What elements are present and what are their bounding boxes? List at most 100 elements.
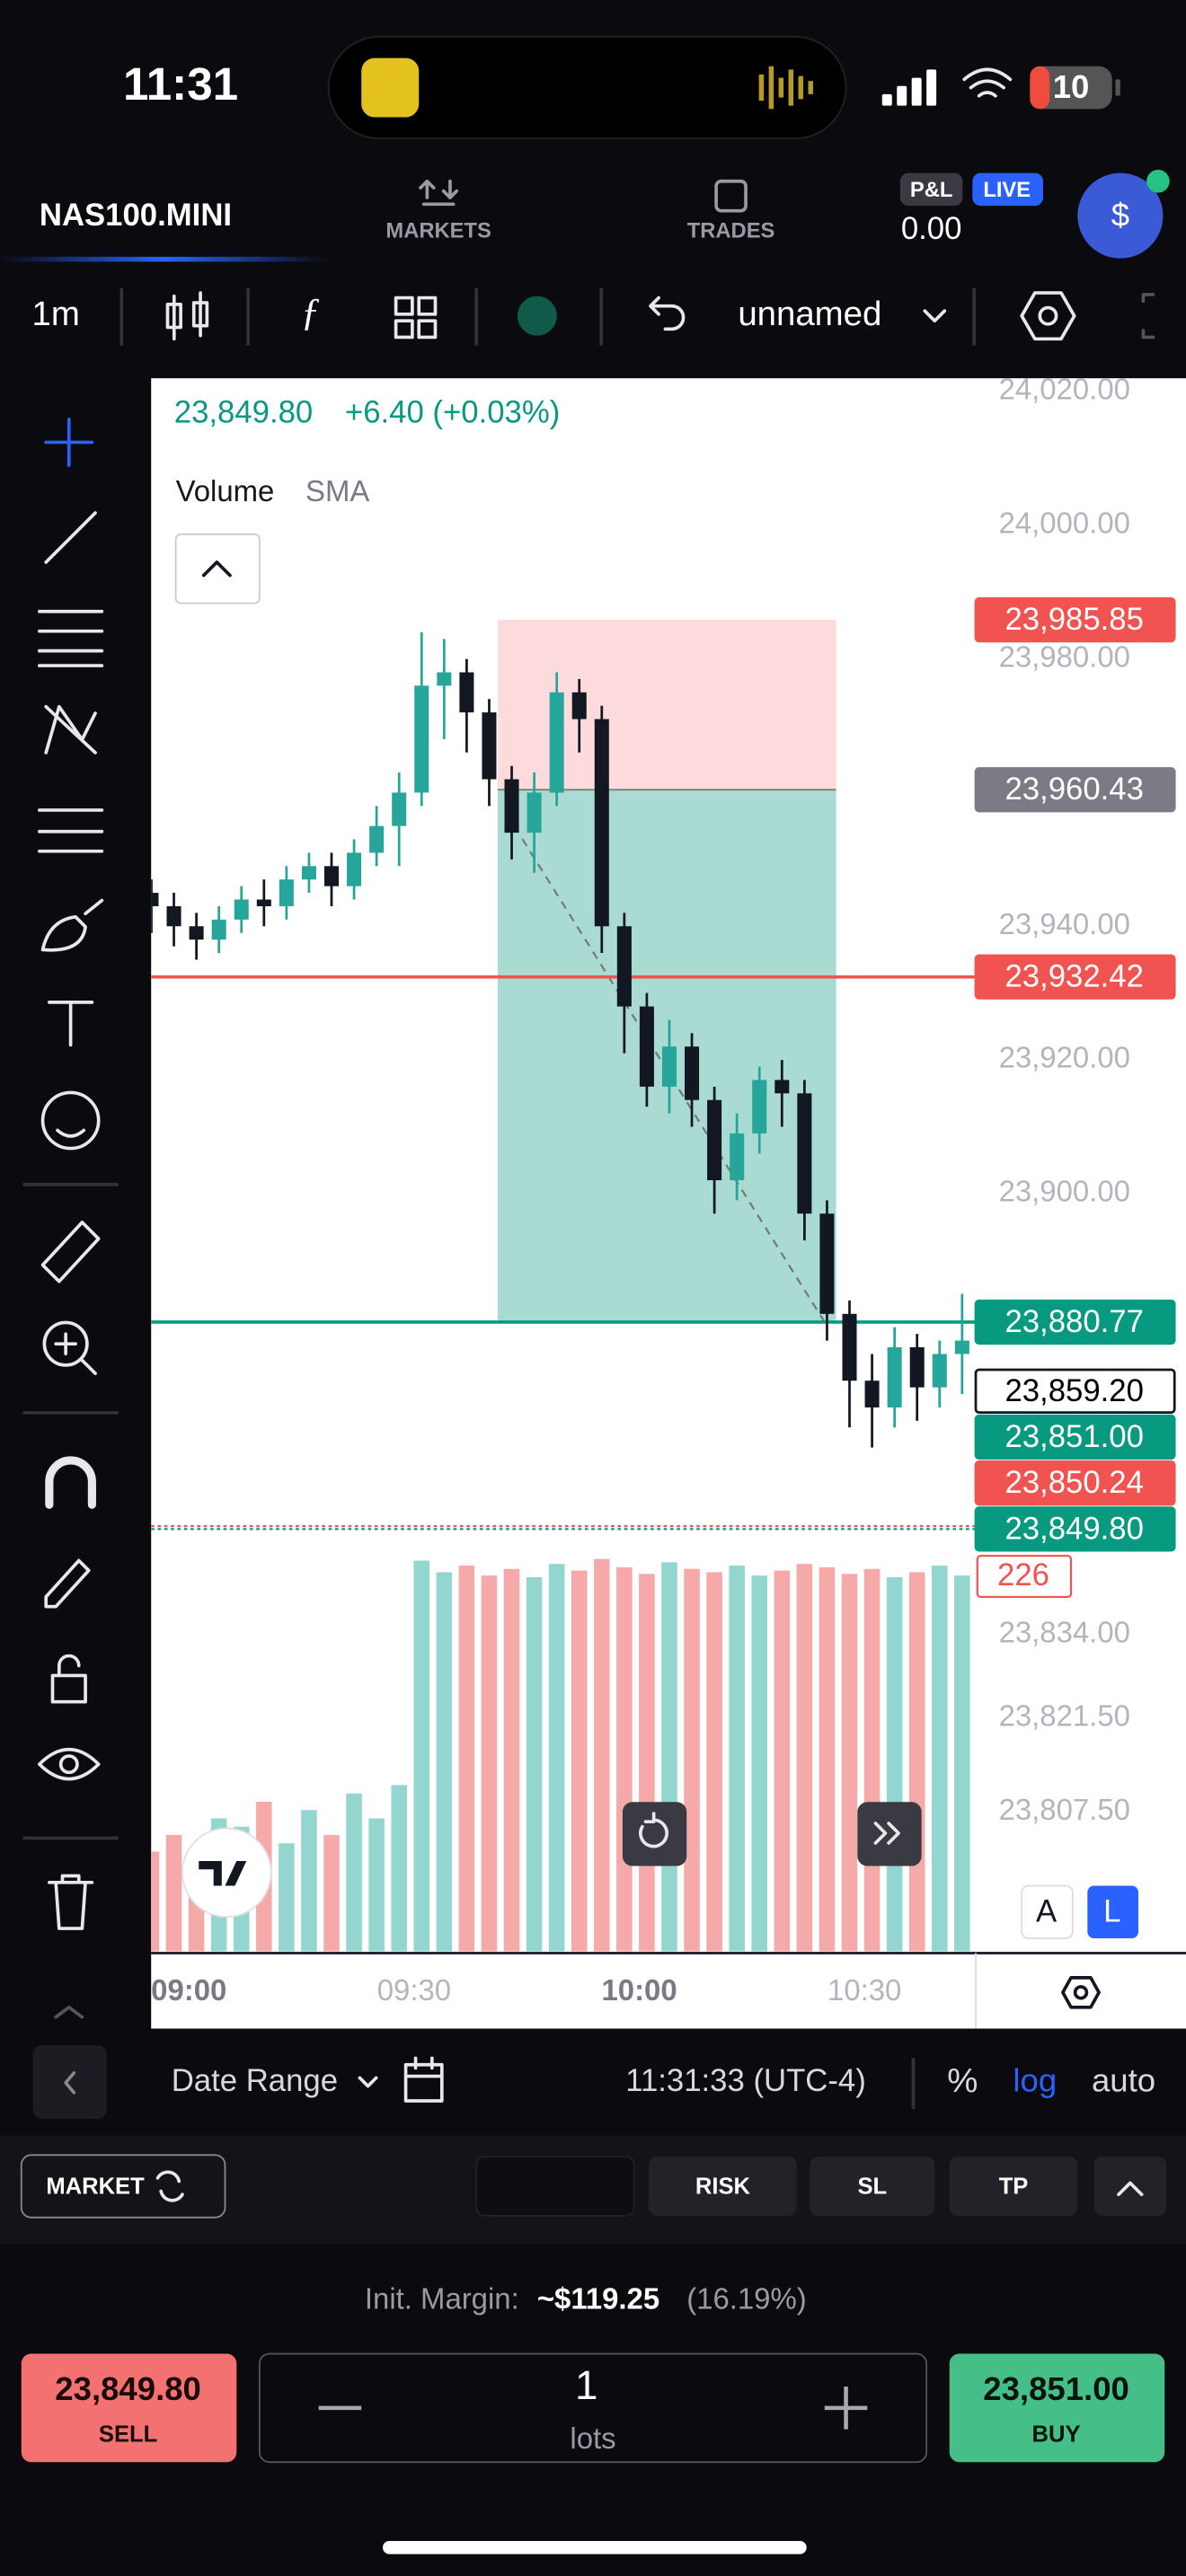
collapse-legend-button[interactable] — [174, 533, 261, 604]
waveform — [758, 66, 813, 110]
order-type: MARKET — [46, 2175, 145, 2200]
indicator-detail: SMA — [305, 474, 369, 507]
volume-bar — [684, 1568, 700, 1952]
ruler-tool[interactable] — [40, 1221, 101, 1284]
dropdown-icon[interactable] — [923, 309, 947, 322]
quantity-box[interactable] — [258, 2352, 928, 2464]
tab[interactable]: MARKETS — [385, 219, 491, 243]
layout-name[interactable]: unnamed — [738, 295, 881, 333]
tab[interactable]: TRADES — [687, 219, 775, 243]
y-tick-label: 24,020.00 — [999, 373, 1130, 406]
collapse-icon[interactable] — [54, 2005, 84, 2019]
interval[interactable]: 1m — [32, 295, 80, 333]
legend-price: 23,849.80 — [174, 396, 313, 430]
candle-body — [279, 879, 294, 906]
candle-body — [887, 1347, 902, 1407]
volume-bar — [368, 1818, 385, 1952]
sl-button[interactable] — [810, 2157, 935, 2216]
volume-bar — [908, 1572, 925, 1952]
status-time: 11:31 — [123, 58, 238, 110]
candle-body — [864, 1381, 880, 1407]
candle-body — [323, 866, 340, 887]
x-tick-label: 10:30 — [828, 1973, 901, 2007]
candle-body — [797, 1093, 812, 1214]
lock-draw-tool[interactable] — [44, 1558, 91, 1609]
chart-overlay: 23,849.80 +6.40 (+0.03%) Volume SMA A L … — [151, 373, 1186, 2029]
tv-logo[interactable] — [181, 1827, 272, 1919]
chart-type-icon[interactable] — [165, 291, 209, 341]
text-tool[interactable] — [48, 1001, 94, 1047]
unlock-tool[interactable] — [50, 1654, 87, 1704]
expand-button[interactable] — [1093, 2157, 1167, 2216]
account-button[interactable] — [1077, 172, 1164, 259]
axis-settings-icon[interactable] — [1061, 1976, 1101, 2009]
candle-body — [189, 926, 204, 940]
risk-button[interactable] — [649, 2157, 797, 2216]
trendline-tool[interactable] — [44, 511, 97, 564]
candle-body — [639, 1006, 654, 1087]
undo-icon[interactable] — [649, 296, 686, 331]
scale-option[interactable]: % — [947, 2061, 978, 2100]
visibility-tool[interactable] — [38, 1747, 101, 1781]
symbol[interactable]: NAS100.MINI — [40, 198, 232, 233]
fib-tool[interactable] — [38, 609, 104, 667]
calendar-icon[interactable] — [403, 2056, 444, 2103]
back-button[interactable] — [32, 2044, 107, 2120]
indicators-icon[interactable]: ƒ — [301, 291, 321, 334]
volume-bar — [819, 1566, 836, 1952]
auto-scale-label: A — [1036, 1895, 1058, 1929]
reset-button[interactable] — [622, 1802, 687, 1866]
margin-label: Init. Margin: — [365, 2282, 519, 2316]
date-range[interactable]: Date Range — [172, 2064, 338, 2098]
price-label-box — [974, 1414, 1176, 1460]
sell-price: 23,849.80 — [55, 2370, 201, 2407]
drawing-toolbar — [0, 371, 152, 2031]
sl-label: SL — [857, 2175, 887, 2200]
increase-button[interactable] — [824, 2386, 868, 2430]
magnet-tool[interactable] — [45, 1456, 96, 1509]
scroll-right-icon — [873, 1822, 900, 1845]
volume-bar — [323, 1835, 340, 1952]
volume-bar — [413, 1560, 430, 1952]
zoom-tool[interactable] — [42, 1320, 89, 1367]
y-tick-label: 24,000.00 — [999, 507, 1130, 540]
live-badge-bg — [972, 172, 1043, 207]
volume-bar — [616, 1566, 633, 1952]
volume-bar — [165, 1835, 182, 1952]
price-label-text: 23,851.00 — [1005, 1420, 1143, 1454]
wifi-icon — [962, 67, 1013, 98]
tp-button[interactable] — [949, 2157, 1078, 2216]
emoji-tool[interactable] — [40, 1090, 101, 1151]
empty-field[interactable] — [475, 2156, 635, 2217]
auto-scale-button[interactable] — [1021, 1884, 1074, 1939]
volume-bar — [954, 1575, 970, 1952]
scroll-right-button[interactable] — [857, 1802, 922, 1866]
brush-tool[interactable] — [40, 898, 104, 952]
live-badge: LIVE — [983, 178, 1031, 202]
sync-icon[interactable] — [517, 296, 557, 336]
volume-bar — [639, 1574, 655, 1952]
fullscreen-icon[interactable] — [1141, 293, 1155, 340]
sell-button[interactable] — [21, 2353, 237, 2463]
delete-tool[interactable] — [48, 1874, 94, 1930]
candle-body — [527, 792, 542, 834]
buy-button[interactable] — [949, 2353, 1165, 2463]
price-label: 23,849.80 — [974, 1506, 1176, 1552]
order-type-button[interactable] — [20, 2154, 226, 2219]
candle-body — [842, 1313, 857, 1381]
log-scale-button[interactable] — [1087, 1885, 1138, 1938]
scale-option[interactable]: auto — [1092, 2062, 1155, 2099]
settings-icon[interactable] — [1020, 291, 1076, 341]
forecast-tool[interactable] — [38, 808, 104, 853]
price-label-box — [974, 1506, 1176, 1552]
layout-icon[interactable] — [394, 296, 438, 340]
candle-body — [392, 792, 407, 826]
pattern-tool[interactable] — [44, 704, 97, 754]
candle-body — [774, 1080, 790, 1094]
tv-logo-mark — [199, 1861, 247, 1886]
price-label-text: 23,932.42 — [1005, 960, 1143, 994]
order-type-icon — [155, 2170, 184, 2202]
scale-option[interactable]: log — [1013, 2062, 1057, 2099]
crosshair-tool[interactable] — [44, 418, 94, 467]
